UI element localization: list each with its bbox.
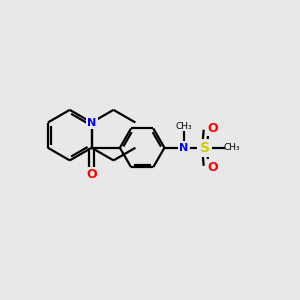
Text: CH₃: CH₃ [176, 122, 192, 130]
Text: O: O [207, 160, 218, 174]
Text: S: S [200, 141, 210, 155]
Text: N: N [87, 118, 96, 128]
Text: O: O [86, 168, 97, 181]
Text: CH₃: CH₃ [224, 143, 240, 152]
Text: O: O [207, 122, 218, 135]
Text: N: N [179, 143, 188, 153]
